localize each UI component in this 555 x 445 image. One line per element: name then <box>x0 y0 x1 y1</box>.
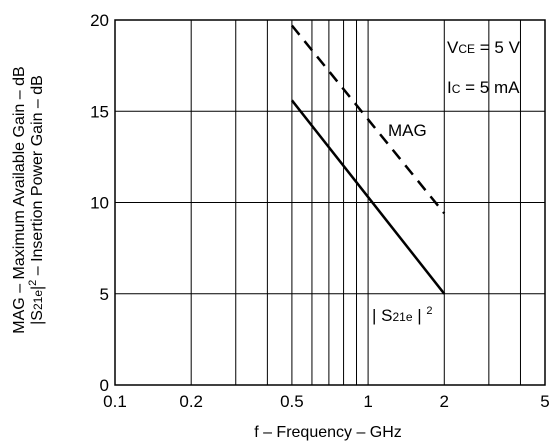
series-line-mag <box>290 24 446 215</box>
grid-lines <box>115 20 545 385</box>
y-tick-label: 0 <box>100 376 109 395</box>
x-tick-label: 5 <box>540 392 549 411</box>
y-axis-title-line2: |S21e|2 – Insertion Power Gain – dB <box>27 75 46 325</box>
condition-vce: VCE = 5 V <box>447 38 521 57</box>
x-tick-label: 2 <box>440 392 449 411</box>
x-tick-label: 1 <box>363 392 372 411</box>
series-label-s21e: | S21e | 2 <box>372 305 433 325</box>
series-line-s21e <box>290 99 446 295</box>
x-tick-label: 0.2 <box>179 392 203 411</box>
y-tick-label: 15 <box>90 102 109 121</box>
x-tick-label: 0.5 <box>280 392 304 411</box>
condition-ic: IC = 5 mA <box>447 78 520 97</box>
y-tick-label: 5 <box>100 285 109 304</box>
x-tick-labels: 0.1 0.2 0.5 1 2 5 <box>103 392 550 411</box>
series-label-mag: MAG <box>388 121 427 140</box>
x-axis-title: f – Frequency – GHz <box>254 424 402 441</box>
y-tick-label: 20 <box>90 11 109 30</box>
plot-frame <box>114 19 546 386</box>
series-lines <box>290 24 446 295</box>
y-tick-labels: 0 5 10 15 20 <box>90 11 109 395</box>
y-tick-label: 10 <box>90 194 109 213</box>
x-tick-label: 0.1 <box>103 392 127 411</box>
y-axis-title-line1: MAG – Maximum Available Gain – dB <box>11 66 28 333</box>
